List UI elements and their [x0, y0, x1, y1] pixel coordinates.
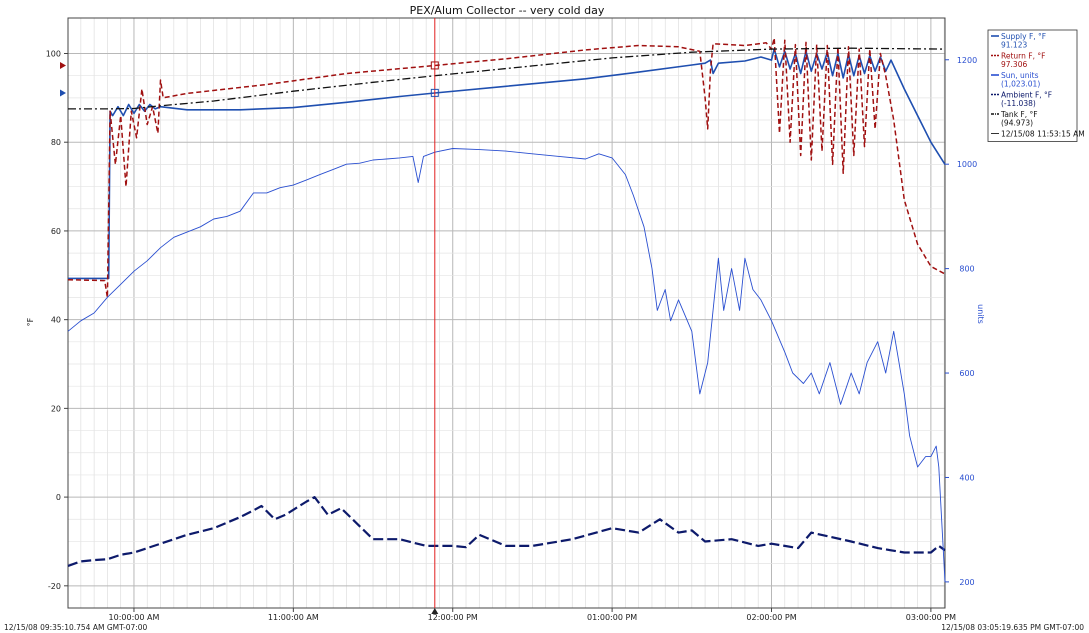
- series-layer: [67, 37, 946, 582]
- y-tick-label-left: 20: [51, 404, 61, 413]
- series-ambient-f-line: [67, 496, 946, 567]
- y-tick-label-left: 100: [46, 49, 61, 58]
- y-tick-label-right: 600: [959, 369, 974, 378]
- cursor-marker-return: [430, 61, 439, 70]
- legend-entry-value: (-11.038): [1001, 99, 1036, 108]
- legend-entry-value: (94.973): [1001, 119, 1033, 128]
- y-tick-label-right: 1000: [957, 160, 977, 169]
- legend-entry-name: Return F, °F: [1001, 52, 1045, 61]
- supply-level-marker-icon: [60, 89, 66, 97]
- axes-layer: -20 0 20 40 60 80 100 200 400 600 800 1000 1200 10:00…: [46, 49, 977, 622]
- y-tick-label-right: 800: [959, 265, 974, 274]
- legend-entry-name: Tank F, °F: [1000, 110, 1038, 119]
- x-tick-label: 03:00:00 PM: [906, 613, 956, 622]
- end-timestamp: 12/15/08 03:05:19.635 PM GMT-07:00: [941, 623, 1084, 632]
- y-tick-label-left: 0: [56, 493, 61, 502]
- y-tick-label-left: 60: [51, 227, 61, 236]
- legend-entry-value: 97.306: [1001, 60, 1027, 69]
- legend-cursor-time: 12/15/08 11:53:15 AM: [1001, 130, 1085, 139]
- series-sun-line: [67, 148, 946, 582]
- series-supply-f-line: [68, 48, 946, 280]
- cursor-handle-icon[interactable]: [431, 608, 439, 614]
- start-timestamp: 12/15/08 09:35:10.754 AM GMT-07:00: [4, 623, 148, 632]
- legend-box: [987, 29, 1078, 142]
- grid: [68, 18, 945, 608]
- y-axis-label-right: units: [976, 304, 985, 324]
- y-tick-label-right: 1200: [957, 56, 977, 65]
- legend-entry-value: 91.123: [1001, 41, 1027, 50]
- cursor-marker-supply: [430, 88, 439, 97]
- series-return-f-line: [67, 37, 946, 299]
- x-tick-label: 12:00:00 PM: [428, 613, 478, 622]
- cursor-layer[interactable]: [430, 18, 439, 614]
- x-tick-label: 01:00:00 PM: [587, 613, 637, 622]
- x-tick-label: 11:00:00 AM: [268, 613, 319, 622]
- y-tick-label-right: 400: [959, 473, 974, 482]
- series-tank-f-line: [68, 47, 946, 110]
- legend-entry-name: Supply F, °F: [1001, 32, 1046, 41]
- x-tick-label: 10:00:00 AM: [109, 613, 160, 622]
- legend-entry-name: Sun, units: [1001, 71, 1039, 80]
- plot-area: [67, 17, 946, 609]
- y-tick-label-left: -20: [48, 582, 61, 591]
- y-tick-label-right: 200: [959, 578, 974, 587]
- return-level-marker-icon: [60, 61, 66, 69]
- y-tick-label-left: 40: [51, 316, 61, 325]
- y-axis-label: °F: [26, 317, 35, 326]
- legend-entry-value: (1,023.01): [1001, 80, 1040, 89]
- legend[interactable]: Supply F, °F91.123 Return F, °F97.306 Sun,…: [987, 29, 1085, 142]
- y-tick-label-left: 80: [51, 138, 61, 147]
- legend-entry-name: Ambient F, °F: [1001, 91, 1052, 100]
- x-tick-label: 02:00:00 PM: [746, 613, 796, 622]
- chart-title: PEX/Alum Collector -- very cold day: [410, 4, 605, 17]
